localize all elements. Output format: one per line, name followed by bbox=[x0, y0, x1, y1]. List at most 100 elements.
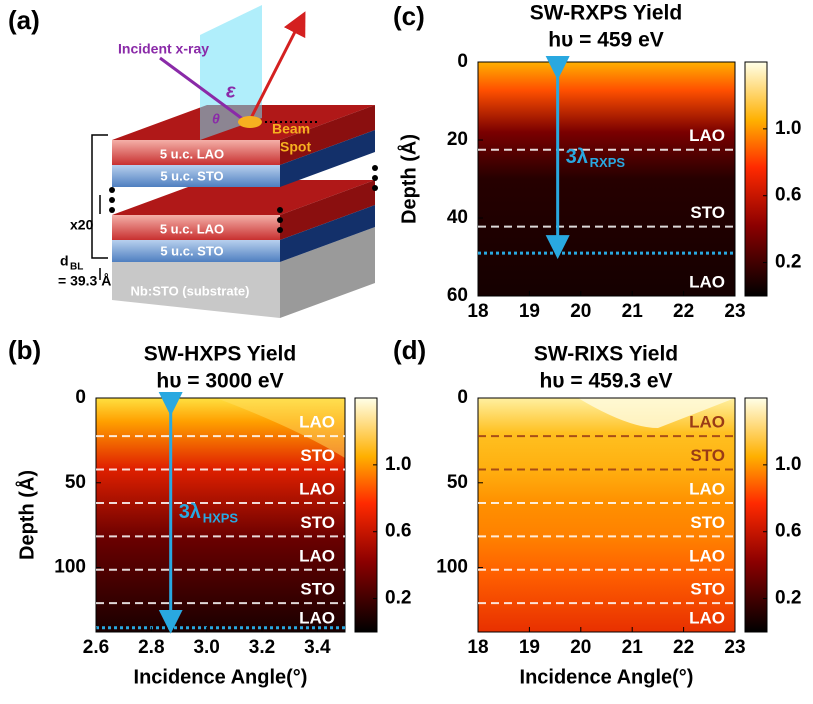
colorbar-tick-label: 0.6 bbox=[385, 521, 411, 542]
colorbar-tick-label: 1.0 bbox=[385, 454, 411, 475]
x-tick-label: 18 bbox=[467, 301, 488, 322]
x-tick-label: 3.0 bbox=[193, 637, 219, 658]
chart-subtitle: hυ = 459 eV bbox=[548, 29, 664, 52]
y-tick-label: 50 bbox=[447, 472, 468, 493]
beam-spot-label: Beam bbox=[272, 121, 310, 137]
layer-label: STO bbox=[300, 446, 335, 465]
incident-beam bbox=[159, 56, 245, 122]
layer-label: LAO bbox=[689, 608, 725, 627]
dbl-value: = 39.3 Å bbox=[58, 273, 111, 289]
chart-title: SW-RIXS Yield bbox=[534, 343, 678, 366]
x-tick-label: 3.4 bbox=[304, 637, 331, 658]
layer bbox=[112, 215, 280, 240]
layer-side bbox=[280, 105, 375, 165]
colorbar-tick-label: 0.6 bbox=[775, 521, 801, 542]
colorbar-tick-label: 0.2 bbox=[385, 588, 411, 609]
x-tick-label: 20 bbox=[570, 637, 591, 658]
panel-label: (c) bbox=[393, 1, 425, 31]
y-tick-label: 40 bbox=[447, 207, 468, 228]
arrow-subscript: HXPS bbox=[203, 510, 239, 525]
layer-label: LAO bbox=[689, 546, 725, 565]
plot-frame bbox=[477, 397, 736, 633]
layer-label: STO bbox=[300, 580, 335, 599]
layer-label: STO bbox=[300, 513, 335, 532]
layer-label: LAO bbox=[299, 479, 335, 498]
colorbar-tick-label: 1.0 bbox=[775, 454, 801, 475]
x-tick-label: 19 bbox=[519, 301, 540, 322]
y-axis-label: Depth (Å) bbox=[396, 134, 420, 224]
y-tick-label: 0 bbox=[457, 51, 468, 72]
chart-subtitle: hυ = 3000 eV bbox=[156, 370, 283, 393]
angle-label: θ bbox=[212, 111, 220, 127]
heatmap-feature bbox=[578, 398, 735, 428]
x-tick-label: 22 bbox=[673, 637, 694, 658]
layer-top bbox=[112, 180, 375, 215]
layer-label: STO bbox=[690, 580, 725, 599]
colorbar-tick-label: 0.2 bbox=[775, 252, 801, 273]
panel-label: (b) bbox=[8, 335, 41, 365]
colorbar-tick-label: 0.2 bbox=[775, 588, 801, 609]
dbl-subscript: BL bbox=[70, 262, 83, 273]
x-tick-label: 22 bbox=[673, 301, 694, 322]
layer-label: 5 u.c. STO bbox=[160, 243, 223, 258]
layer-side bbox=[280, 130, 375, 187]
x-tick-label: 23 bbox=[724, 301, 745, 322]
y-tick-label: 100 bbox=[436, 557, 468, 578]
beam-spot-label: Spot bbox=[280, 139, 311, 155]
beam-spot bbox=[238, 116, 262, 128]
layer-label: STO bbox=[690, 513, 725, 532]
x-tick-label: 21 bbox=[622, 637, 644, 658]
x-tick-label: 2.6 bbox=[83, 637, 109, 658]
arrow-label: 3λ bbox=[179, 501, 201, 523]
colorbar-tick-label: 0.6 bbox=[775, 185, 801, 206]
x-axis-label: Incidence Angle(°) bbox=[134, 666, 308, 688]
y-tick-label: 0 bbox=[75, 387, 86, 408]
x-tick-label: 2.8 bbox=[138, 637, 164, 658]
heatmap bbox=[478, 62, 735, 296]
layer-label: 5 u.c. LAO bbox=[160, 146, 224, 161]
ellipsis bbox=[109, 165, 378, 233]
layer-label: 5 u.c. STO bbox=[160, 168, 223, 183]
plot-frame bbox=[95, 397, 346, 633]
layer-label: LAO bbox=[689, 126, 725, 145]
x-tick-label: 23 bbox=[724, 637, 745, 658]
chart-subtitle: hυ = 459.3 eV bbox=[539, 370, 672, 393]
layer-label: STO bbox=[690, 203, 725, 222]
panel-label: (d) bbox=[393, 335, 426, 365]
y-tick-label: 0 bbox=[457, 387, 468, 408]
layer-label: LAO bbox=[299, 546, 335, 565]
substrate-label: Nb:STO (substrate) bbox=[131, 283, 250, 298]
colorbar bbox=[744, 61, 768, 297]
substrate-side bbox=[280, 227, 375, 318]
layer bbox=[112, 165, 280, 187]
polarization-label: ε bbox=[226, 80, 236, 102]
x-tick-label: 20 bbox=[570, 301, 591, 322]
scattering-plane bbox=[200, 5, 262, 140]
arrow-subscript: RXPS bbox=[590, 155, 626, 170]
layer-label: LAO bbox=[689, 479, 725, 498]
layer-side bbox=[280, 180, 375, 240]
x-tick-label: 18 bbox=[467, 637, 488, 658]
colorbar bbox=[354, 397, 378, 633]
heatmap-feature bbox=[216, 398, 345, 458]
panel-label: (a) bbox=[8, 5, 40, 35]
dbl-label: d bbox=[60, 253, 69, 269]
arrow-label: 3λ bbox=[566, 146, 588, 168]
y-tick-label: 50 bbox=[65, 472, 86, 493]
repeat-label: x20 bbox=[70, 217, 94, 233]
layer-label: 5 u.c. LAO bbox=[160, 221, 224, 236]
layer-label: LAO bbox=[299, 608, 335, 627]
layer-label: LAO bbox=[689, 413, 725, 432]
y-tick-label: 100 bbox=[54, 557, 86, 578]
x-axis-label: Incidence Angle(°) bbox=[520, 666, 694, 688]
layer bbox=[112, 240, 280, 262]
x-tick-label: 3.2 bbox=[249, 637, 275, 658]
layer bbox=[112, 140, 280, 165]
plot-frame bbox=[477, 61, 736, 297]
layer-label: STO bbox=[690, 446, 725, 465]
x-tick-label: 19 bbox=[519, 637, 540, 658]
chart-title: SW-RXPS Yield bbox=[530, 2, 682, 25]
colorbar-tick-label: 1.0 bbox=[775, 118, 801, 139]
incident-label: Incident x-ray bbox=[118, 41, 209, 57]
